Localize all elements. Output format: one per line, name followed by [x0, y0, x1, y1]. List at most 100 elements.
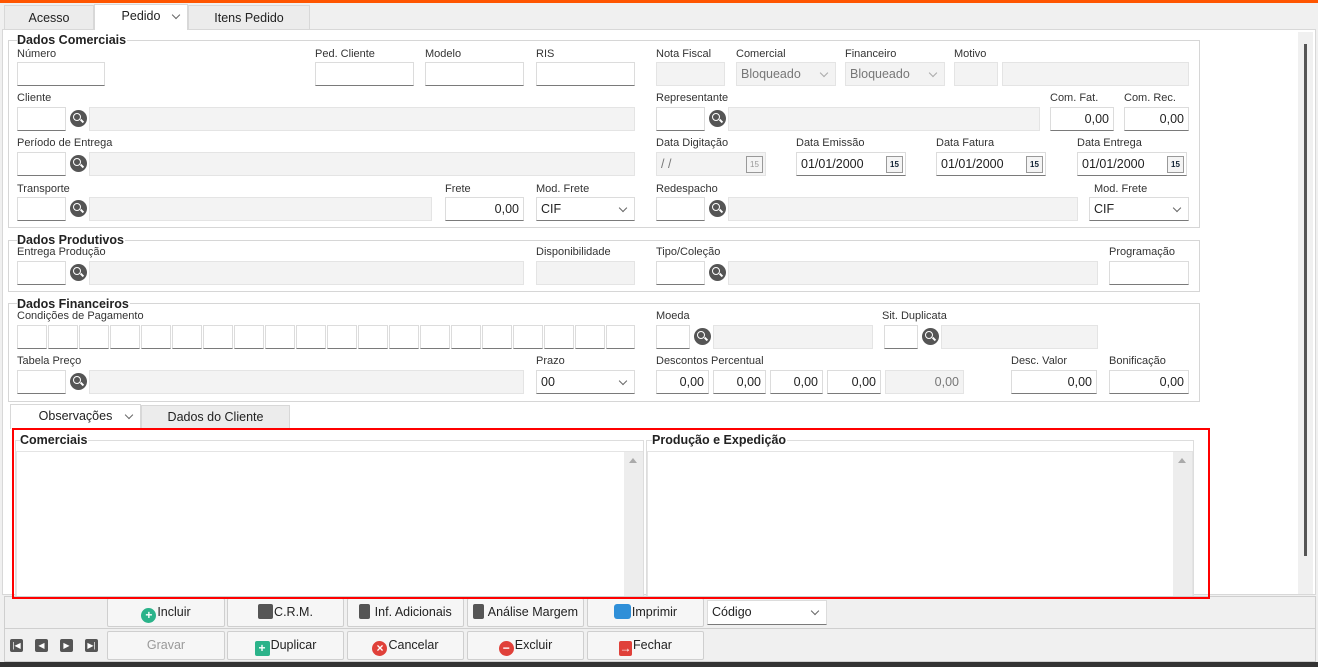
- condicao-input[interactable]: [141, 325, 171, 349]
- transporte-code-input[interactable]: [17, 197, 66, 221]
- redespacho-code-input[interactable]: [656, 197, 705, 221]
- label: Sit. Duplicata: [882, 310, 947, 322]
- condicao-input[interactable]: [451, 325, 481, 349]
- desconto-4-input[interactable]: 0,00: [827, 370, 881, 394]
- cancelar-button[interactable]: × Cancelar: [347, 631, 464, 660]
- modelo-input[interactable]: [425, 62, 524, 86]
- producao-scrollbar[interactable]: [1173, 452, 1192, 597]
- condicao-input[interactable]: [575, 325, 605, 349]
- desconto-2-input[interactable]: 0,00: [713, 370, 766, 394]
- button-label: Excluir: [514, 638, 553, 652]
- last-record-icon[interactable]: ▶|: [85, 639, 98, 652]
- condicao-input[interactable]: [296, 325, 326, 349]
- producao-textarea[interactable]: [647, 451, 1193, 597]
- condicao-input[interactable]: [203, 325, 233, 349]
- search-icon[interactable]: [70, 200, 87, 217]
- data-entrega-input[interactable]: 01/01/2000 15: [1077, 152, 1187, 176]
- transporte-name-input: [89, 197, 432, 221]
- redespacho-mod-frete-select[interactable]: CIF: [1089, 197, 1189, 221]
- calendar-icon[interactable]: 15: [1026, 156, 1043, 173]
- data-fatura-input[interactable]: 01/01/2000 15: [936, 152, 1046, 176]
- calendar-icon[interactable]: 15: [1167, 156, 1184, 173]
- tab-dados-do-cliente[interactable]: Dados do Cliente: [141, 405, 290, 428]
- tab-observacoes[interactable]: Observações: [10, 404, 141, 429]
- numero-input[interactable]: [17, 62, 105, 86]
- desconto-1-input[interactable]: 0,00: [656, 370, 709, 394]
- previous-record-icon[interactable]: ◀: [35, 639, 48, 652]
- duplicar-button[interactable]: + Duplicar: [227, 631, 344, 660]
- data-emissao-input[interactable]: 01/01/2000 15: [796, 152, 906, 176]
- periodo-code-input[interactable]: [17, 152, 66, 176]
- comerciais-scrollbar[interactable]: [624, 452, 643, 597]
- programacao-input[interactable]: [1109, 261, 1189, 285]
- condicao-input[interactable]: [482, 325, 512, 349]
- condicao-input[interactable]: [110, 325, 140, 349]
- search-icon[interactable]: [694, 328, 711, 345]
- condicao-input[interactable]: [389, 325, 419, 349]
- label: Data Entrega: [1077, 137, 1142, 149]
- incluir-button[interactable]: + Incluir: [107, 598, 225, 627]
- search-icon[interactable]: [922, 328, 939, 345]
- desc-valor-input[interactable]: 0,00: [1011, 370, 1097, 394]
- vertical-scrollbar[interactable]: [1298, 32, 1313, 594]
- entrega-producao-code-input[interactable]: [17, 261, 66, 285]
- condicao-input[interactable]: [513, 325, 543, 349]
- sit-duplicata-desc-input: [941, 325, 1098, 349]
- crm-button[interactable]: C.R.M.: [227, 598, 344, 627]
- first-record-icon[interactable]: |◀: [10, 639, 23, 652]
- condicao-input[interactable]: [48, 325, 78, 349]
- search-icon[interactable]: [70, 155, 87, 172]
- calendar-icon: 15: [746, 156, 763, 173]
- gravar-button: Gravar: [107, 631, 225, 660]
- condicao-input[interactable]: [327, 325, 357, 349]
- calendar-icon[interactable]: 15: [886, 156, 903, 173]
- bonificacao-input[interactable]: 0,00: [1109, 370, 1189, 394]
- comerciais-textarea[interactable]: [16, 451, 643, 597]
- document-icon: [472, 604, 484, 619]
- scrollbar-thumb[interactable]: [1304, 44, 1307, 556]
- ordem-select[interactable]: Código: [707, 600, 827, 625]
- imprimir-button[interactable]: Imprimir: [587, 598, 704, 627]
- search-icon[interactable]: [709, 264, 726, 281]
- analise-margem-button[interactable]: Análise Margem: [467, 598, 584, 627]
- condicao-input[interactable]: [420, 325, 450, 349]
- tab-pedido[interactable]: Pedido: [94, 4, 188, 30]
- search-icon[interactable]: [70, 373, 87, 390]
- prazo-select[interactable]: 00: [536, 370, 635, 394]
- com-fat-input[interactable]: 0,00: [1050, 107, 1114, 131]
- condicao-input[interactable]: [234, 325, 264, 349]
- condicao-input[interactable]: [358, 325, 388, 349]
- ris-input[interactable]: [536, 62, 635, 86]
- mod-frete-select[interactable]: CIF: [536, 197, 635, 221]
- excluir-button[interactable]: − Excluir: [467, 631, 584, 660]
- cliente-code-input[interactable]: [17, 107, 66, 131]
- search-icon[interactable]: [70, 264, 87, 281]
- search-icon[interactable]: [709, 110, 726, 127]
- fechar-button[interactable]: → Fechar: [587, 631, 704, 660]
- button-label: Duplicar: [270, 638, 317, 652]
- search-icon[interactable]: [70, 110, 87, 127]
- frete-input[interactable]: 0,00: [445, 197, 524, 221]
- label: Programação: [1109, 246, 1176, 258]
- condicao-input[interactable]: [265, 325, 295, 349]
- moeda-code-input[interactable]: [656, 325, 690, 349]
- representante-code-input[interactable]: [656, 107, 705, 131]
- tabela-preco-code-input[interactable]: [17, 370, 66, 394]
- next-record-icon[interactable]: ▶: [60, 639, 73, 652]
- inf-adicionais-button[interactable]: Inf. Adicionais: [347, 598, 464, 627]
- ped-cliente-input[interactable]: [315, 62, 414, 86]
- label: Entrega Produção: [17, 246, 106, 258]
- condicao-input[interactable]: [17, 325, 47, 349]
- search-icon[interactable]: [709, 200, 726, 217]
- tab-itens-pedido[interactable]: Itens Pedido: [188, 5, 310, 29]
- desconto-3-input[interactable]: 0,00: [770, 370, 823, 394]
- sit-duplicata-code-input[interactable]: [884, 325, 918, 349]
- tipo-colecao-code-input[interactable]: [656, 261, 705, 285]
- com-rec-input[interactable]: 0,00: [1124, 107, 1189, 131]
- condicao-input[interactable]: [544, 325, 574, 349]
- condicao-input[interactable]: [79, 325, 109, 349]
- date-value: 01/01/2000: [941, 157, 1004, 171]
- condicao-input[interactable]: [172, 325, 202, 349]
- tab-acesso[interactable]: Acesso: [4, 5, 94, 29]
- condicao-input[interactable]: [606, 325, 635, 349]
